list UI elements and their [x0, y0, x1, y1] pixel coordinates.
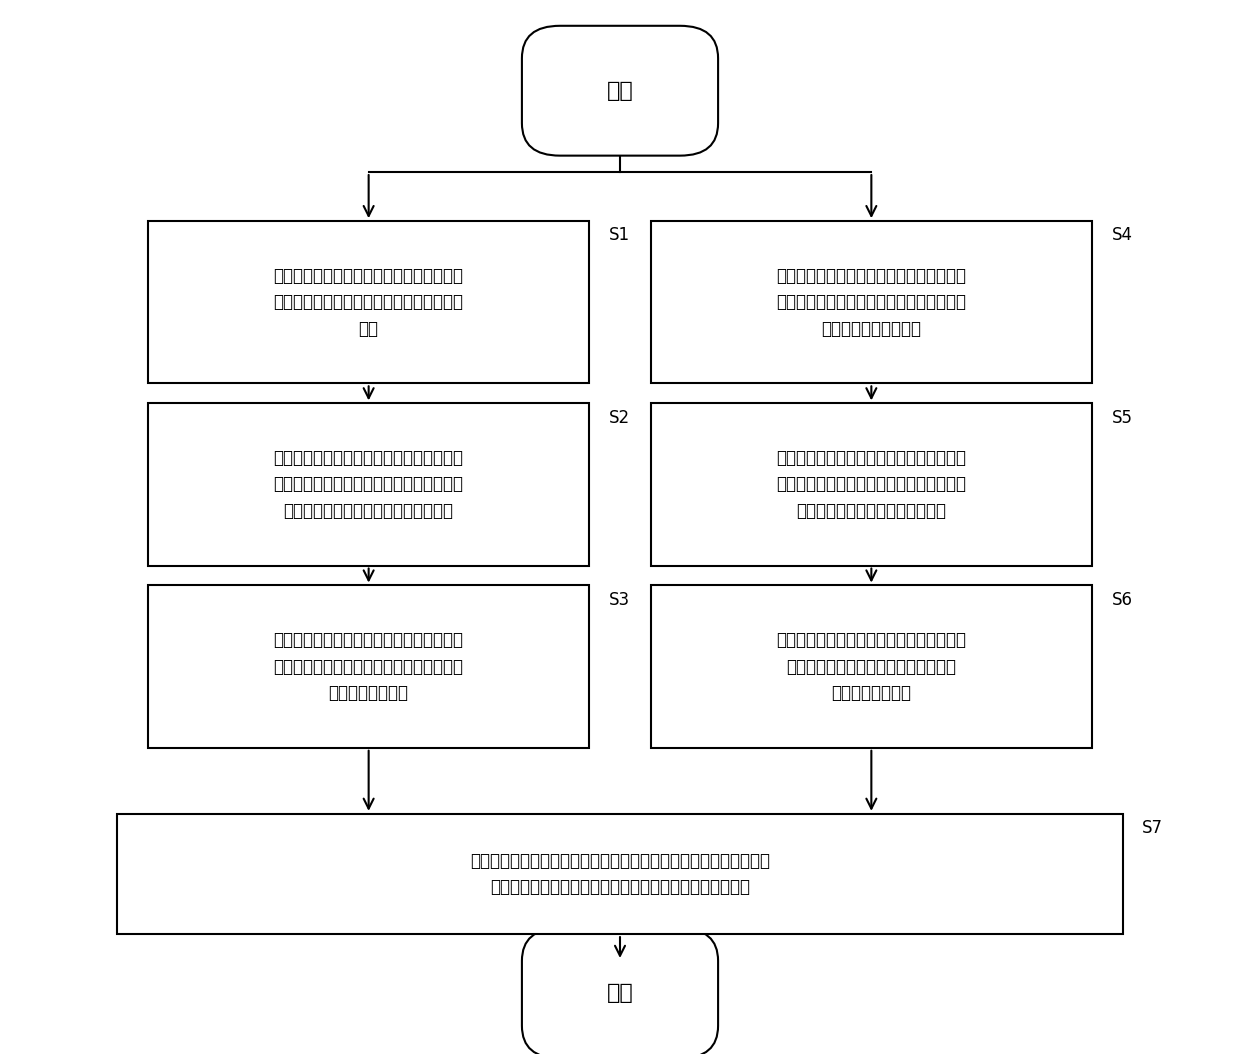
Text: 将所述测量装置连接至待测天线，以获取与
输入信号以及所述待测天线对应的初始反射
信号: 将所述测量装置连接至待测天线，以获取与 输入信号以及所述待测天线对应的初始反射 … — [274, 266, 464, 337]
FancyBboxPatch shape — [522, 928, 718, 1058]
Text: S3: S3 — [609, 591, 630, 609]
Bar — [651, 403, 1092, 566]
Text: 开始: 开始 — [606, 81, 634, 101]
Text: }: } — [1102, 283, 1126, 321]
Bar — [148, 586, 589, 748]
Text: }: } — [1102, 466, 1126, 503]
Text: }: } — [1132, 860, 1151, 888]
Text: 根据所确定的所述初始反射信号以及所述干扰信号的相位与振幅，以
及所述输入信号的振幅，来确定所述待测天线的电压驻波比: 根据所确定的所述初始反射信号以及所述干扰信号的相位与振幅，以 及所述输入信号的振… — [470, 852, 770, 897]
Bar — [651, 586, 1092, 748]
Text: 通过调整所述校正信号对所述干扰信号进行
校正，以使得该校正信号与所述干扰信号进
行矢量相减的结果信号的振幅为零: 通过调整所述校正信号对所述干扰信号进行 校正，以使得该校正信号与所述干扰信号进 … — [776, 449, 966, 520]
Text: }: } — [599, 647, 624, 685]
Text: S7: S7 — [1142, 819, 1163, 837]
Bar — [118, 814, 1122, 934]
Text: S4: S4 — [1112, 226, 1132, 244]
Text: 结束: 结束 — [606, 984, 634, 1004]
Text: }: } — [599, 466, 624, 503]
Text: }: } — [599, 283, 624, 321]
Text: 通过调整校正信号对所述初始反射信号进行
校正，以使得该校正信号与所述初始反射信
号进行矢量相减的结果信号的振幅为零: 通过调整校正信号对所述初始反射信号进行 校正，以使得该校正信号与所述初始反射信 … — [274, 449, 464, 520]
Text: 当该结果信号的振幅为零时，根据此时所述
校正信号的相位与振幅，确定所述干扰
信号的相位与振幅: 当该结果信号的振幅为零时，根据此时所述 校正信号的相位与振幅，确定所述干扰 信号… — [776, 631, 966, 702]
Text: S1: S1 — [609, 226, 630, 244]
Text: S6: S6 — [1112, 591, 1132, 609]
Bar — [651, 221, 1092, 383]
FancyBboxPatch shape — [522, 25, 718, 156]
Text: }: } — [1102, 647, 1126, 685]
Text: S5: S5 — [1112, 408, 1132, 427]
Bar — [148, 221, 589, 383]
Bar — [148, 403, 589, 566]
Text: 当该结果信号的振幅为零时，根据此时所述
校正信号的相位与振幅，确定所述初始反射
信号的相位与振幅: 当该结果信号的振幅为零时，根据此时所述 校正信号的相位与振幅，确定所述初始反射 … — [274, 631, 464, 702]
Text: S2: S2 — [609, 408, 630, 427]
Text: 将所述测量装置连接至匹配负载，以获得与
所述输入信号和匹配负载对应的、所述初始
反射信号中的干扰信号: 将所述测量装置连接至匹配负载，以获得与 所述输入信号和匹配负载对应的、所述初始 … — [776, 266, 966, 337]
